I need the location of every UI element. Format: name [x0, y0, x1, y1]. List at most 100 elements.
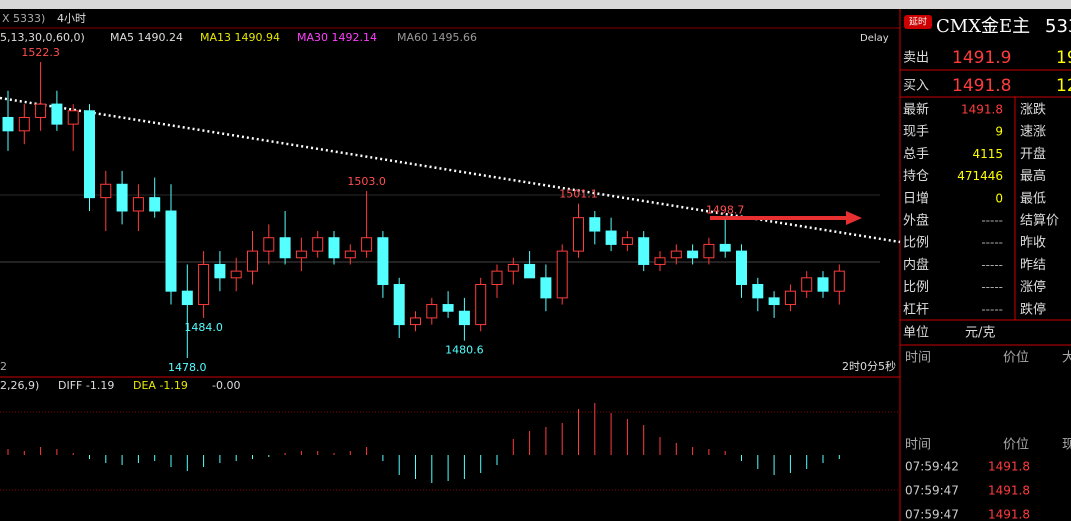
quote-text: 大	[1062, 351, 1071, 366]
quote-text: 速涨	[1020, 125, 1046, 140]
candle-body	[833, 270, 845, 292]
quote-text: 最低	[1020, 191, 1046, 206]
quote-text: 时间	[905, 438, 931, 453]
candle-body	[67, 110, 79, 125]
candle-body	[84, 110, 95, 199]
candle-body	[573, 217, 584, 252]
candle-body	[116, 183, 128, 212]
quote-text: 9	[995, 125, 1003, 139]
candle-body	[621, 237, 633, 245]
quote-text: 1491.8	[988, 460, 1030, 474]
candle-body	[475, 284, 487, 326]
candle-body	[198, 263, 210, 306]
macd-value: -0.00	[212, 379, 240, 392]
period-tab[interactable]: 4小时	[57, 12, 86, 25]
quote-text: 跌停	[1020, 301, 1046, 317]
quote-text: 外盘	[903, 213, 929, 229]
candle-body	[752, 284, 764, 299]
quote-text: 1491.8	[988, 508, 1030, 521]
quote-text: 单位	[903, 326, 929, 341]
quote-text: 07:59:47	[905, 484, 959, 498]
ma-params: 5,13,30,0,60,0)	[0, 31, 85, 44]
quote-text: 昨结	[1020, 258, 1046, 273]
quote-text: 内盘	[903, 257, 929, 273]
extreme-label: 1478.0	[168, 361, 207, 374]
badge: 延时	[909, 16, 927, 28]
macd-dea: DEA -1.19	[133, 379, 188, 392]
ma60: MA60 1495.66	[397, 31, 477, 44]
candle-body	[524, 263, 536, 279]
quote-text: 元/克	[965, 326, 995, 341]
symbol-tab[interactable]: X 5333)	[2, 12, 45, 25]
quote-text: 19	[1056, 48, 1071, 68]
candle-body	[410, 317, 421, 326]
quote-text: 4115	[972, 147, 1003, 161]
candle-body	[328, 237, 340, 259]
extreme-label: 1501.1	[559, 188, 598, 201]
quote-text: 结算价	[1020, 214, 1059, 229]
candle-body	[589, 217, 601, 232]
quote-text: -----	[981, 280, 1003, 294]
quote-text: 杠杆	[903, 301, 929, 317]
candle-body	[18, 116, 30, 132]
quote-text: 价位	[1003, 438, 1029, 453]
candle-body	[426, 304, 438, 319]
badge-bg	[904, 15, 932, 29]
ma5: MA5 1490.24	[110, 31, 183, 44]
quote-text: 涨跌	[1020, 102, 1046, 118]
candle-body	[344, 250, 356, 259]
candle-body	[638, 237, 650, 265]
candle-body	[736, 250, 747, 286]
extreme-label: 1522.3	[21, 46, 60, 59]
candle-body	[442, 304, 454, 312]
candle-body	[703, 243, 715, 259]
extreme-label: 1503.0	[347, 175, 386, 188]
candle-body	[654, 257, 666, 265]
quote-text: 比例	[903, 280, 929, 295]
candle-body	[458, 310, 470, 326]
quote-text: 价位	[1003, 351, 1029, 366]
candle-body	[263, 237, 275, 252]
ma30: MA30 1492.14	[297, 31, 377, 44]
quote-text: 07:59:42	[905, 460, 959, 474]
macd-params: 2,26,9)	[0, 379, 39, 392]
quote-text: 涨停	[1020, 279, 1046, 295]
delay: Delay	[860, 33, 889, 44]
quote-text: 最新	[903, 102, 929, 118]
macd-diff: DIFF -1.19	[58, 379, 114, 392]
candle-body	[214, 263, 226, 279]
candle-body	[247, 250, 258, 272]
candle-body	[393, 284, 405, 326]
extreme-label: 1498.7	[706, 204, 745, 217]
quote-title: CMX金E主	[936, 16, 1030, 37]
candle-body	[507, 263, 519, 272]
candle-body	[687, 250, 699, 259]
candle-body	[605, 230, 617, 245]
candle-body	[491, 270, 503, 286]
quote-code: 533	[1045, 16, 1071, 37]
quote-text: 昨收	[1020, 236, 1046, 251]
countdown: 2时0分5秒	[842, 359, 896, 373]
top-bar	[0, 0, 1071, 9]
candle-body	[279, 237, 291, 259]
candle-body	[540, 277, 552, 299]
candle-body	[377, 237, 389, 286]
quote-text: 0	[995, 191, 1003, 205]
candle-body	[801, 277, 813, 292]
candle-body	[100, 183, 112, 199]
quote-text: 471446	[957, 169, 1003, 183]
quote-text: 时间	[905, 351, 931, 366]
candle-body	[768, 297, 780, 306]
extreme-label: 1480.6	[445, 344, 484, 357]
quote-text: 1491.9	[952, 48, 1011, 68]
quote-text: 比例	[903, 236, 929, 251]
candle-body	[670, 250, 682, 259]
quote-text: 12	[1056, 76, 1071, 96]
quote-text: 1491.8	[961, 103, 1003, 117]
quote-text: 日增	[903, 191, 929, 206]
candle-body	[181, 290, 193, 306]
quote-text: -----	[981, 214, 1003, 228]
quote-text: 现	[1062, 438, 1071, 453]
